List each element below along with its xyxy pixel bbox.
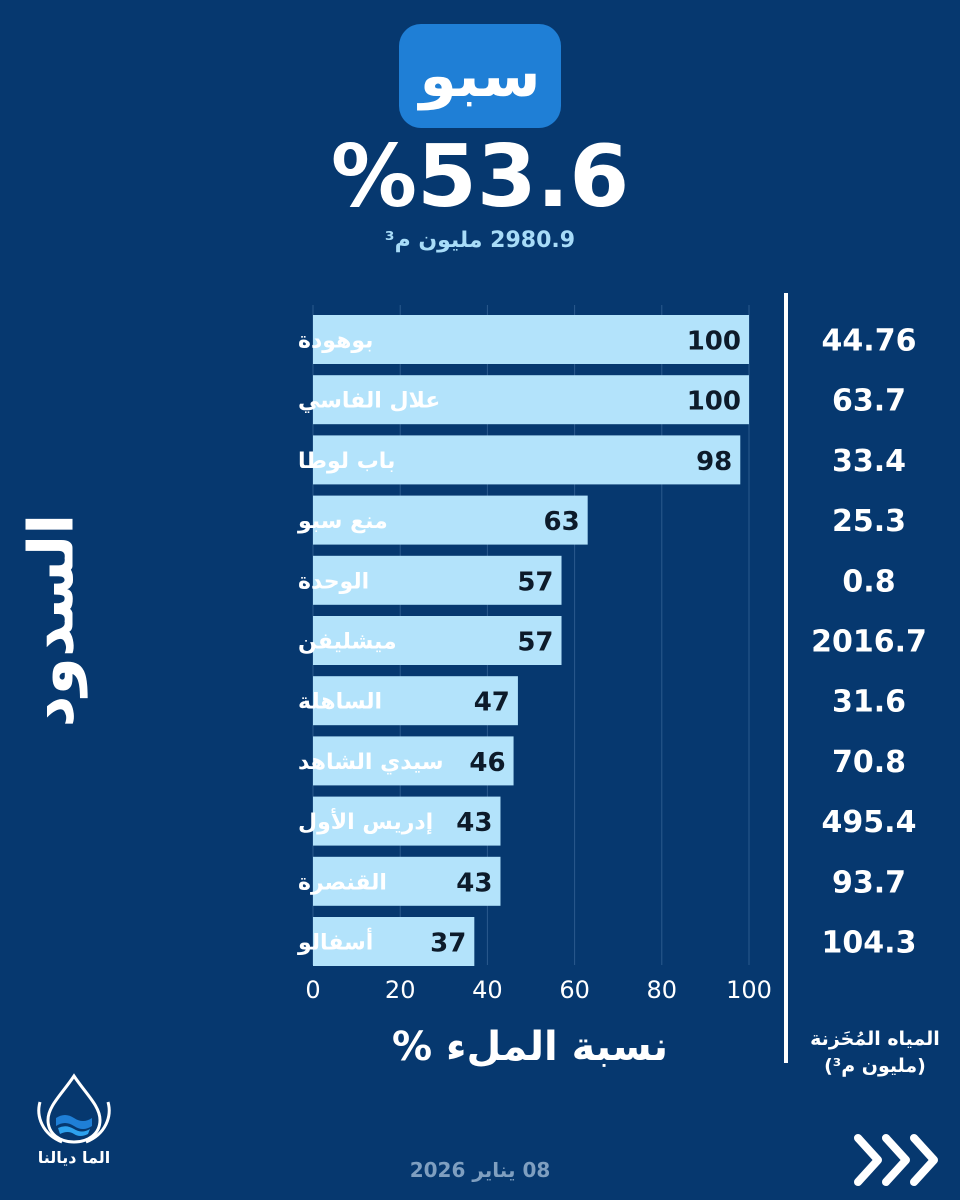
dam-name-label: سيدي الشاهد bbox=[298, 750, 444, 775]
bar-value-label: 57 bbox=[517, 567, 553, 597]
x-tick-label: 40 bbox=[472, 976, 503, 1004]
dam-name-label: أسفالو bbox=[297, 927, 373, 956]
next-page-button[interactable] bbox=[848, 1128, 944, 1192]
bar-value-label: 37 bbox=[430, 929, 466, 959]
x-tick-label: 100 bbox=[726, 976, 772, 1004]
basin-stored-volume: 2980.9 مليون م³ bbox=[384, 228, 576, 253]
stored-water-column-title: المياه المُخَزنة (مليون م³) bbox=[800, 1026, 950, 1079]
x-tick-label: 60 bbox=[559, 976, 590, 1004]
dam-name-label: بوهودة bbox=[298, 329, 373, 354]
bar bbox=[313, 495, 588, 545]
bar-value-label: 46 bbox=[469, 748, 505, 778]
stored-water-value: 31.6 bbox=[832, 685, 906, 720]
stored-water-title-line2: (مليون م³) bbox=[824, 1054, 926, 1077]
x-tick-label: 0 bbox=[305, 976, 320, 1004]
dam-name-label: منع سبو bbox=[297, 509, 388, 534]
stored-water-value: 93.7 bbox=[832, 865, 906, 900]
bar bbox=[313, 616, 562, 665]
dam-name-label: ميشليفن bbox=[298, 630, 397, 655]
bar bbox=[313, 796, 501, 846]
bar-value-label: 57 bbox=[517, 628, 553, 658]
dam-name-label: إدريس الأول bbox=[298, 807, 433, 835]
dam-name-label: القنصرة bbox=[298, 870, 387, 895]
bar-value-label: 43 bbox=[456, 868, 492, 898]
bar-value-label: 98 bbox=[696, 447, 732, 477]
bar bbox=[313, 917, 475, 966]
logo-name: الما ديالنا bbox=[37, 1148, 111, 1167]
logo: الما ديالنا bbox=[24, 1072, 124, 1182]
bar bbox=[313, 555, 562, 605]
stored-water-value: 63.7 bbox=[832, 384, 906, 419]
dam-name-label: علال الفاسي bbox=[298, 389, 440, 414]
stored-water-value: 33.4 bbox=[832, 444, 906, 479]
x-tick-label: 20 bbox=[385, 976, 416, 1004]
stored-water-value: 104.3 bbox=[822, 926, 917, 961]
dam-name-label: الساهلة bbox=[298, 690, 382, 715]
bar-value-label: 100 bbox=[687, 327, 741, 357]
bar-value-label: 43 bbox=[456, 808, 492, 838]
bar bbox=[313, 435, 741, 485]
bar bbox=[313, 736, 514, 786]
bar-value-label: 47 bbox=[474, 688, 510, 718]
triple-chevron-right-icon bbox=[854, 1134, 938, 1186]
water-drop-icon bbox=[37, 1073, 111, 1144]
stored-water-value: 70.8 bbox=[832, 745, 906, 780]
stored-water-value: 0.8 bbox=[842, 564, 895, 599]
dam-name-label: الوحدة bbox=[298, 569, 369, 594]
bar-value-label: 63 bbox=[543, 507, 579, 537]
stored-water-value: 44.76 bbox=[822, 324, 917, 359]
publication-date: 08 يناير 2026 bbox=[409, 1158, 551, 1182]
bar bbox=[313, 315, 749, 364]
stored-water-value: 25.3 bbox=[832, 504, 906, 539]
bar bbox=[313, 676, 518, 726]
dam-name-label: باب لوطا bbox=[298, 449, 395, 474]
basin-fill-percent: %53.6 bbox=[330, 127, 630, 227]
x-axis-title: نسبة الملء % bbox=[392, 1024, 668, 1070]
bar-value-label: 100 bbox=[687, 387, 741, 417]
stored-water-value: 2016.7 bbox=[811, 625, 927, 660]
x-tick-label: 80 bbox=[647, 976, 678, 1004]
bar bbox=[313, 856, 501, 906]
stored-water-value: 495.4 bbox=[822, 805, 917, 840]
basin-badge: سبو bbox=[399, 24, 561, 128]
column-divider bbox=[784, 293, 788, 1063]
stored-water-title-line1: المياه المُخَزنة bbox=[810, 1028, 940, 1050]
bar bbox=[313, 375, 749, 425]
